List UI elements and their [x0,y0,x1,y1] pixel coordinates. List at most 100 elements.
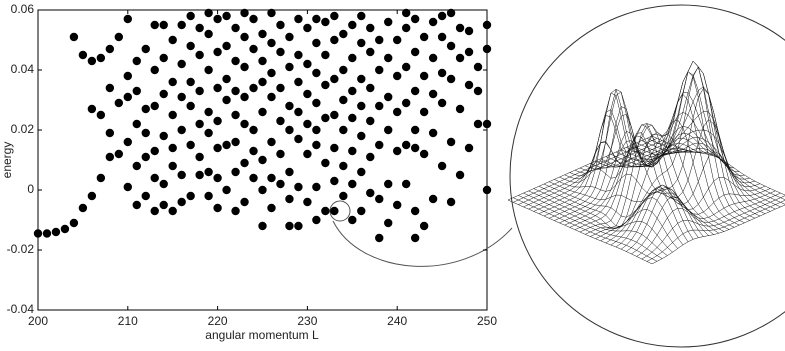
point [330,206,339,216]
point [294,14,303,24]
point [240,32,249,42]
point [375,233,384,243]
x-tick-label: 250 [477,314,497,328]
point [186,41,195,51]
point [455,23,465,33]
point [410,143,420,153]
point [410,125,420,135]
point [312,68,321,78]
mesh-line [600,66,745,242]
point [473,62,483,72]
point [195,23,204,33]
point [366,152,375,162]
point [123,182,132,192]
point [204,8,213,18]
point [150,20,159,30]
point [195,170,204,180]
point [96,173,106,183]
point [69,218,79,228]
point [393,107,402,117]
point [159,179,168,189]
inset-surface [507,60,785,265]
point [375,65,384,75]
point [132,56,141,66]
point [410,233,420,243]
mesh-line [538,115,683,214]
point [384,92,393,102]
mesh-line [646,200,785,262]
point [267,203,276,213]
point [141,104,150,114]
point [437,98,447,108]
point [168,206,177,216]
x-tick-label: 240 [387,314,407,328]
y-tick-label: -0.04 [7,302,35,316]
point [428,128,438,138]
point [186,11,195,21]
point [393,71,402,81]
point [249,125,258,135]
point [186,77,195,87]
point [213,173,222,183]
mesh-line [636,192,781,257]
point [276,83,285,93]
point [348,215,357,225]
x-axis-label: angular momentum L [205,328,319,342]
point [240,158,249,168]
point [168,110,177,120]
point [446,74,456,84]
point [114,149,124,159]
point [222,74,231,84]
point [410,14,420,24]
point [222,41,231,51]
point [393,146,402,156]
point [105,152,115,162]
mesh-line [574,126,720,230]
mesh-line [595,60,740,239]
point [249,44,258,54]
point [437,11,447,21]
point [330,143,339,153]
point [204,167,213,177]
point [375,194,384,204]
point [339,191,348,201]
point [375,101,384,111]
point [249,83,258,93]
point [339,29,348,39]
point [87,56,97,66]
point [482,185,492,195]
point [141,191,150,201]
point [294,50,303,60]
point [276,47,285,57]
y-tick-label: 0 [27,182,34,196]
point [87,104,97,114]
point [132,200,141,210]
point [114,32,124,42]
point [410,47,420,57]
mesh-line [579,112,725,233]
point [285,221,294,231]
point [258,107,267,117]
point [348,86,357,96]
point [321,50,330,60]
point [258,77,267,87]
point [177,125,186,135]
point [132,86,141,96]
point [105,44,115,54]
point [330,176,339,186]
mesh-line [641,195,785,260]
point [69,32,79,42]
point [195,50,204,60]
point [437,32,447,42]
point [384,125,393,135]
point [348,53,357,63]
x-tick-label: 220 [208,314,228,328]
point [321,158,330,168]
point [123,71,132,81]
point [428,194,438,204]
point [446,41,456,51]
point [240,8,249,18]
point [141,44,150,54]
point [285,62,294,72]
point [159,131,168,141]
